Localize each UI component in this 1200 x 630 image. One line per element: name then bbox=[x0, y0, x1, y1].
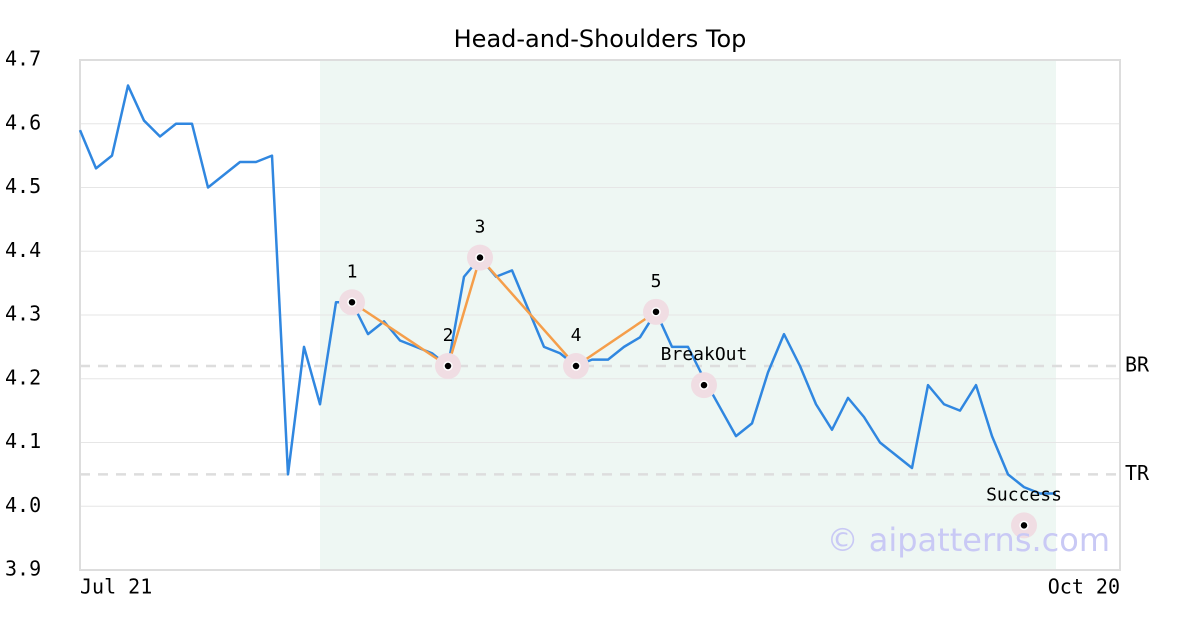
plot-frame bbox=[79, 59, 1121, 571]
point-label: 4 bbox=[571, 325, 582, 346]
y-tick-label: 4.4 bbox=[5, 238, 41, 262]
watermark: © aipatterns.com bbox=[827, 521, 1110, 559]
y-tick-label: 3.9 bbox=[5, 557, 41, 581]
x-tick-label: Oct 20 bbox=[1048, 575, 1120, 599]
point-dot bbox=[475, 252, 485, 263]
point-label: 1 bbox=[347, 261, 358, 282]
y-tick-label: 4.7 bbox=[5, 47, 41, 71]
y-tick-label: 4.0 bbox=[5, 493, 41, 517]
y-tick-label: 4.6 bbox=[5, 110, 41, 134]
y-tick-label: 4.1 bbox=[5, 429, 41, 453]
point-label: 5 bbox=[651, 271, 662, 292]
point-label: 3 bbox=[475, 217, 486, 238]
y-tick-label: 4.5 bbox=[5, 174, 41, 198]
level-label: TR bbox=[1125, 461, 1150, 485]
point-dot bbox=[443, 361, 453, 371]
point-dot bbox=[699, 380, 709, 390]
point-dot bbox=[347, 297, 357, 307]
x-tick-label: Jul 21 bbox=[80, 575, 152, 599]
point-dot bbox=[651, 307, 661, 317]
point-label: BreakOut bbox=[661, 344, 748, 365]
y-tick-label: 4.2 bbox=[5, 365, 41, 389]
point-label: 2 bbox=[443, 325, 454, 346]
point-dot bbox=[1019, 520, 1029, 531]
chart-title: Head-and-Shoulders Top bbox=[454, 25, 747, 53]
level-label: BR bbox=[1125, 353, 1150, 377]
point-label: Success bbox=[986, 484, 1062, 505]
y-tick-label: 4.3 bbox=[5, 302, 41, 326]
point-dot bbox=[571, 361, 581, 371]
